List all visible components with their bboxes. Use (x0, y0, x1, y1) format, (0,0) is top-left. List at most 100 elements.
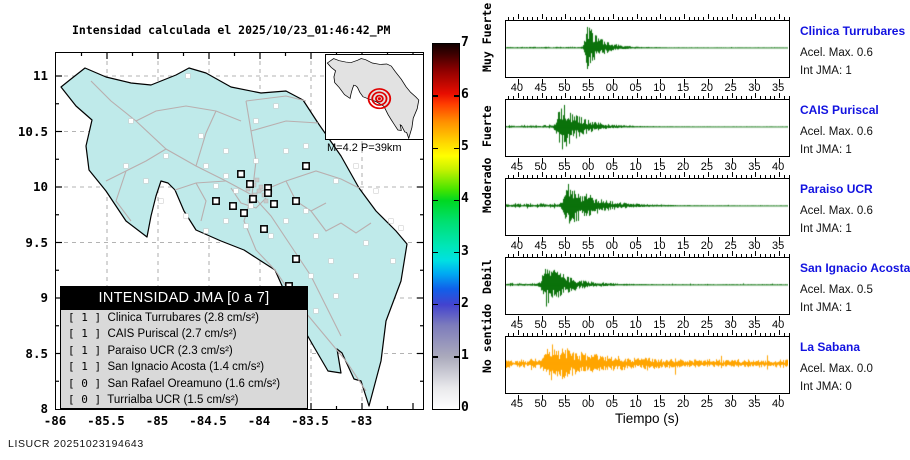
road-line (105, 148, 167, 182)
axis-tick (541, 316, 543, 321)
axis-tick (565, 330, 567, 335)
colorbar-tick (454, 95, 459, 97)
axis-tick (532, 96, 534, 99)
time-tick-label: 10 (653, 82, 666, 94)
axis-tick (598, 333, 600, 336)
axis-tick (631, 17, 633, 20)
legend-item-label: Turrialba UCR (1.5 cm/s²) (101, 394, 239, 407)
axis-tick (707, 79, 709, 84)
station-marker (183, 213, 189, 219)
triggered-station-marker (237, 170, 245, 178)
station-marker (313, 233, 319, 239)
time-tick-label: 00 (582, 161, 595, 173)
axis-tick (684, 14, 686, 19)
axis-tick (536, 333, 538, 336)
axis-tick (565, 395, 567, 400)
y-axis-tick-label: 8 (40, 401, 48, 416)
axis-tick (513, 175, 515, 178)
time-tick-label: 20 (700, 240, 713, 252)
axis-tick (688, 333, 690, 336)
axis-tick (589, 237, 591, 242)
axis-tick (755, 158, 757, 163)
legend-item-label: San Rafael Oreamuno (1.6 cm/s²) (101, 377, 281, 390)
time-tick-label: 10 (629, 398, 642, 410)
station-marker (390, 258, 396, 264)
axis-tick (641, 17, 643, 20)
axis-tick (726, 175, 728, 178)
time-tick-label: 55 (558, 161, 571, 173)
time-tick-label: 10 (629, 319, 642, 331)
axis-tick (693, 17, 695, 20)
station-marker (273, 103, 279, 109)
axis-tick (570, 96, 572, 99)
axis-tick (774, 254, 776, 257)
axis-tick (536, 17, 538, 20)
time-tick-label: 35 (748, 319, 761, 331)
axis-tick (679, 254, 681, 257)
axis-tick (707, 172, 709, 177)
axis-tick (764, 333, 766, 336)
axis-tick (722, 96, 724, 99)
y-axis-tick-label: 10 (32, 179, 48, 194)
axis-tick (574, 333, 576, 336)
axis-tick (679, 17, 681, 20)
axis-tick (783, 175, 785, 178)
station-marker (283, 148, 289, 154)
axis-tick (527, 333, 529, 336)
station-marker (253, 118, 259, 124)
axis-tick (593, 17, 595, 20)
axis-tick (650, 96, 652, 99)
axis-tick (636, 237, 638, 242)
time-tick-label: 20 (677, 319, 690, 331)
legend-item-label: San Ignacio Acosta (1.4 cm/s²) (101, 361, 265, 374)
axis-tick (612, 172, 614, 177)
axis-tick (589, 251, 591, 256)
axis-tick (788, 333, 790, 336)
axis-tick (570, 17, 572, 20)
axis-tick (669, 254, 671, 257)
time-tick-label: 50 (534, 161, 547, 173)
station-marker (128, 118, 134, 124)
station-marker (353, 163, 359, 169)
axis-tick (698, 175, 700, 178)
inset-map (325, 54, 424, 140)
axis-tick (764, 254, 766, 257)
axis-tick (608, 254, 610, 257)
axis-tick (674, 175, 676, 178)
axis-tick (679, 333, 681, 336)
axis-tick (717, 254, 719, 257)
axis-tick (769, 96, 771, 99)
axis-tick (584, 96, 586, 99)
axis-tick (712, 17, 714, 20)
axis-tick (517, 14, 519, 19)
axis-tick (688, 96, 690, 99)
axis-tick (508, 254, 510, 257)
axis-tick (541, 251, 543, 256)
axis-tick (551, 96, 553, 99)
axis-tick (745, 17, 747, 20)
axis-tick (622, 254, 624, 257)
axis-tick (779, 79, 781, 84)
triggered-station-marker (249, 195, 257, 203)
axis-tick (546, 175, 548, 178)
axis-tick (612, 79, 614, 84)
time-tick-label: 45 (534, 240, 547, 252)
axis-tick (688, 254, 690, 257)
colorbar-tick-label: 0 (461, 400, 469, 415)
triggered-station-marker (240, 209, 248, 217)
axis-tick (527, 17, 529, 20)
axis-tick (627, 17, 629, 20)
axis-tick (574, 17, 576, 20)
axis-tick (731, 14, 733, 19)
road-line (245, 100, 257, 196)
axis-tick (517, 237, 519, 242)
road-line (251, 194, 342, 337)
axis-tick (674, 333, 676, 336)
axis-tick (783, 17, 785, 20)
legend-item: [ 1 ] Clinica Turrubares (2.8 cm/s²) (61, 310, 307, 326)
station-marker (283, 218, 289, 224)
axis-tick (769, 333, 771, 336)
axis-tick (741, 175, 743, 178)
axis-tick (693, 333, 695, 336)
time-tick-label: 30 (724, 161, 737, 173)
